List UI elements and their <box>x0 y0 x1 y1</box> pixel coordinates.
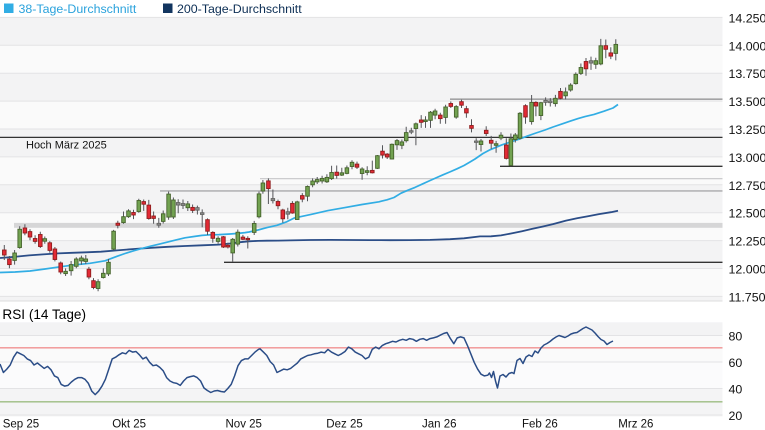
svg-text:Hoch März 2025: Hoch März 2025 <box>26 139 107 151</box>
svg-text:12.000: 12.000 <box>729 263 765 277</box>
svg-text:13.500: 13.500 <box>729 95 765 109</box>
svg-text:12.250: 12.250 <box>729 235 765 249</box>
svg-text:12.500: 12.500 <box>729 207 765 221</box>
svg-text:38-Tage-Durchschnitt: 38-Tage-Durchschnitt <box>19 2 137 16</box>
svg-text:13.250: 13.250 <box>729 123 765 137</box>
svg-text:Feb 26: Feb 26 <box>522 418 558 430</box>
svg-text:14.250: 14.250 <box>729 11 765 25</box>
svg-text:200-Tage-Durchschnitt: 200-Tage-Durchschnitt <box>177 2 302 16</box>
svg-text:RSI (14 Tage): RSI (14 Tage) <box>2 307 86 322</box>
svg-text:Sep 25: Sep 25 <box>3 418 39 430</box>
svg-text:Okt 25: Okt 25 <box>112 418 146 430</box>
svg-text:14.000: 14.000 <box>729 39 765 53</box>
svg-text:Mrz 26: Mrz 26 <box>618 418 653 430</box>
svg-text:20: 20 <box>729 409 743 423</box>
svg-text:60: 60 <box>729 356 743 370</box>
svg-text:Dez 25: Dez 25 <box>326 418 362 430</box>
svg-text:11.750: 11.750 <box>729 290 765 304</box>
svg-text:Nov 25: Nov 25 <box>226 418 262 430</box>
svg-text:80: 80 <box>729 330 743 344</box>
svg-text:13.000: 13.000 <box>729 151 765 165</box>
svg-text:40: 40 <box>729 383 743 397</box>
svg-text:Jan 26: Jan 26 <box>422 418 457 430</box>
svg-text:13.750: 13.750 <box>729 67 765 81</box>
svg-text:12.750: 12.750 <box>729 179 765 193</box>
